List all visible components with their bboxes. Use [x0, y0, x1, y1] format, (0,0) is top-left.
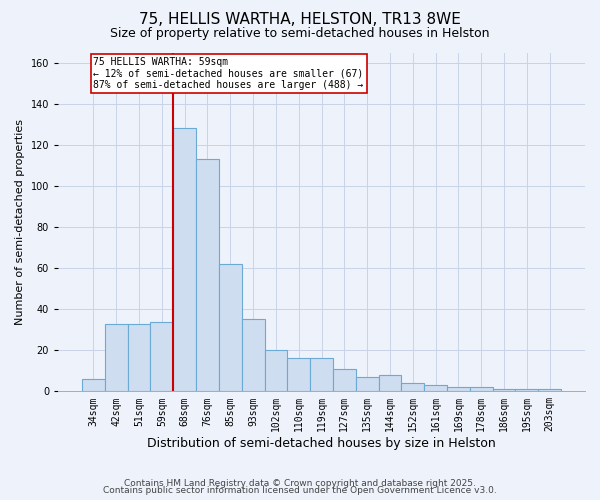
Text: 75, HELLIS WARTHA, HELSTON, TR13 8WE: 75, HELLIS WARTHA, HELSTON, TR13 8WE — [139, 12, 461, 28]
Bar — [242, 320, 265, 392]
Bar — [333, 368, 356, 392]
Bar — [493, 390, 515, 392]
Bar — [82, 379, 105, 392]
Y-axis label: Number of semi-detached properties: Number of semi-detached properties — [15, 119, 25, 325]
Bar — [105, 324, 128, 392]
Bar — [470, 387, 493, 392]
Bar — [151, 322, 173, 392]
Text: Contains HM Land Registry data © Crown copyright and database right 2025.: Contains HM Land Registry data © Crown c… — [124, 478, 476, 488]
X-axis label: Distribution of semi-detached houses by size in Helston: Distribution of semi-detached houses by … — [147, 437, 496, 450]
Bar — [424, 385, 447, 392]
Bar — [401, 383, 424, 392]
Bar — [310, 358, 333, 392]
Bar — [379, 375, 401, 392]
Bar — [265, 350, 287, 392]
Bar — [447, 387, 470, 392]
Bar — [356, 377, 379, 392]
Bar — [287, 358, 310, 392]
Bar — [196, 160, 219, 392]
Bar — [128, 324, 151, 392]
Bar — [538, 390, 561, 392]
Text: Contains public sector information licensed under the Open Government Licence v3: Contains public sector information licen… — [103, 486, 497, 495]
Bar — [515, 390, 538, 392]
Text: 75 HELLIS WARTHA: 59sqm
← 12% of semi-detached houses are smaller (67)
87% of se: 75 HELLIS WARTHA: 59sqm ← 12% of semi-de… — [94, 56, 364, 90]
Text: Size of property relative to semi-detached houses in Helston: Size of property relative to semi-detach… — [110, 28, 490, 40]
Bar — [173, 128, 196, 392]
Bar — [219, 264, 242, 392]
